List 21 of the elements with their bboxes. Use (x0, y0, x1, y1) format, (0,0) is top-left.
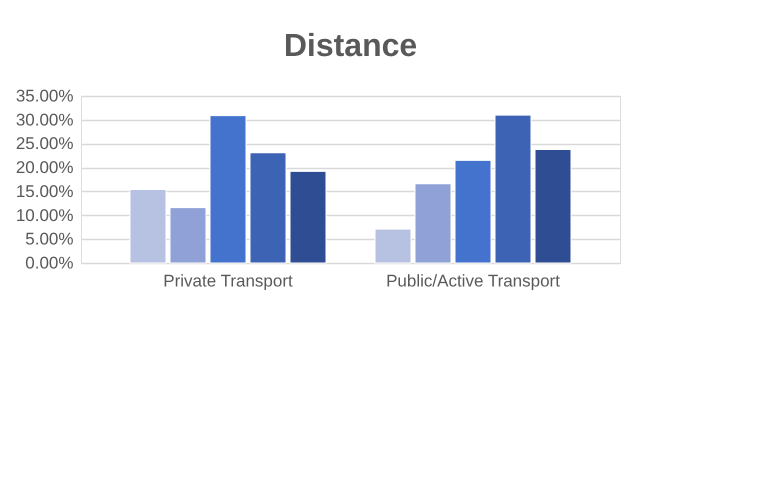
y-tick-label: 30.00% (16, 110, 74, 130)
y-tick-label: 20.00% (16, 158, 74, 178)
bar (210, 115, 246, 264)
bar (290, 170, 326, 264)
bar (414, 183, 452, 264)
y-tick-label: 0.00% (25, 254, 74, 272)
x-tick-label: Private Transport (163, 272, 293, 290)
y-tick-label: 5.00% (25, 230, 74, 249)
bar (374, 228, 412, 264)
y-tick-label: 25.00% (16, 134, 74, 154)
bar (250, 152, 286, 264)
bar (454, 160, 492, 264)
x-tick-label: Public/Active Transport (386, 272, 560, 290)
y-tick-label: 35.00% (16, 86, 74, 106)
y-tick-label: 10.00% (16, 206, 74, 225)
chart-title: Distance (284, 27, 418, 63)
bar (534, 148, 572, 264)
bar (494, 114, 532, 264)
y-tick-label: 15.00% (16, 182, 74, 201)
bar (130, 189, 166, 264)
bar (170, 207, 206, 264)
